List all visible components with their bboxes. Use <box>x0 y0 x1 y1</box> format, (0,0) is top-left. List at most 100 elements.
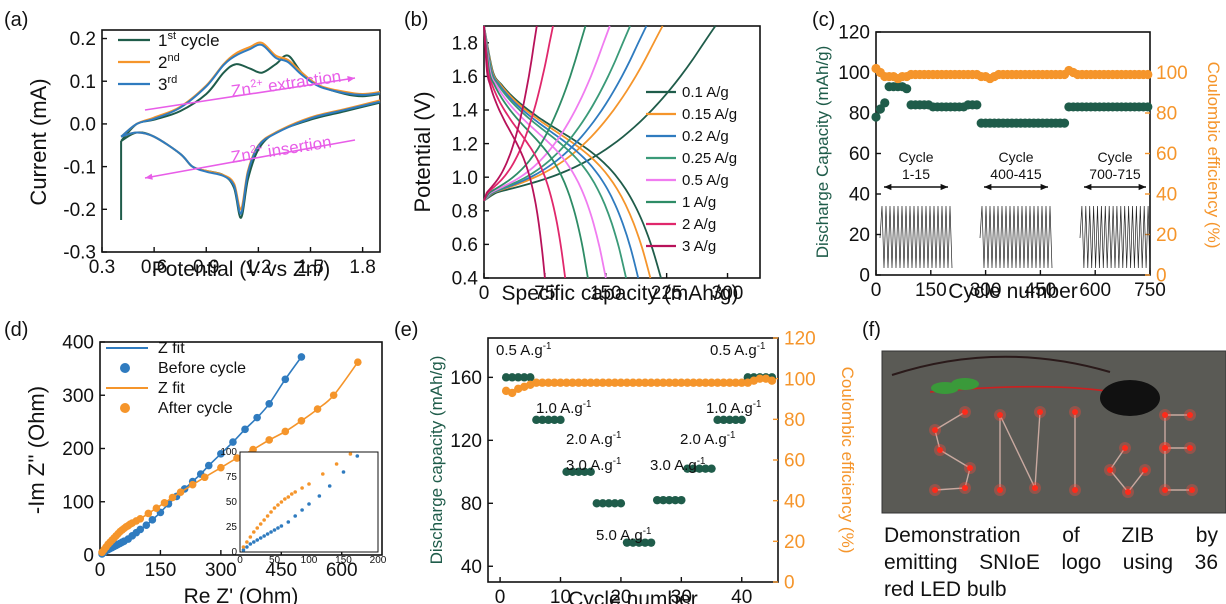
inset-point-d-2 <box>321 472 325 476</box>
panel-c-xtick-label: 150 <box>915 280 947 301</box>
eis-point-d-1 <box>148 516 157 524</box>
wire-1 <box>891 355 1111 376</box>
panel-e-right-ytick-label: 0 <box>784 573 795 594</box>
panel-a-ytick-label: -0.2 <box>63 200 96 221</box>
panel-label-b: (b) <box>404 9 428 31</box>
axis-label-y-c: Discharge Capacity (mAh/g) <box>813 46 832 259</box>
panel-e-right-ytick-label: 120 <box>784 329 816 350</box>
panel-a-ytick-label: 0.1 <box>70 72 96 93</box>
led-bulb <box>967 465 973 471</box>
panel-b-xtick-label: 150 <box>590 283 622 304</box>
rate-capacity-point-e <box>616 499 626 508</box>
inset-point-d-2 <box>286 495 291 499</box>
panel-c-right-ytick-label: 60 <box>1156 144 1177 165</box>
eis-point-d-1 <box>297 353 306 361</box>
rate-capacity-point-e <box>610 499 620 508</box>
panel-e-xtick-label: 20 <box>610 587 631 604</box>
eis-point-d-2 <box>144 509 153 518</box>
rate-capacity-point-e <box>640 538 650 547</box>
panel-d-xtick-label: 150 <box>145 560 177 581</box>
led-bulb <box>1122 445 1128 451</box>
rate-ce-point-e <box>701 378 710 387</box>
rate-capacity-point-e <box>586 467 595 477</box>
panel-a-xtick-label: 1.5 <box>297 257 323 278</box>
led-bulb <box>1072 409 1078 415</box>
led-bulb <box>1032 485 1038 491</box>
panel-d-xtick-label: 300 <box>205 560 237 581</box>
led-bulb <box>997 487 1003 493</box>
rate-capacity-point-e <box>652 495 662 505</box>
rate-label-e-5: 5.0 A.g-1 <box>596 526 651 544</box>
rate-label-e-4: 3.0 A.g-1 <box>566 456 621 474</box>
panel-a-xtick-label: 0.6 <box>141 257 167 278</box>
discharge-curve-4 <box>483 25 627 279</box>
led-bulb <box>1187 445 1193 451</box>
discharge-curve-2 <box>483 25 652 279</box>
axis-label-x-d: Re Z' (Ohm) <box>184 585 299 604</box>
rate-capacity-point-e <box>646 538 656 547</box>
panel-c-xtick-label: 600 <box>1079 280 1111 301</box>
eis-point-d-1 <box>253 413 261 422</box>
inset-point-d-2 <box>348 452 353 456</box>
rate-ce-point-e <box>737 378 746 387</box>
rate-capacity-point-e <box>701 464 710 473</box>
inset-point-d-1 <box>317 494 322 498</box>
discharge-curve-1 <box>483 25 662 279</box>
led-bulb <box>1162 487 1168 493</box>
inset-gcd-trace-c-1 <box>879 205 953 269</box>
inset-point-d-2 <box>248 535 253 539</box>
rate-ce-point-e <box>598 378 607 387</box>
eis-point-d-2 <box>329 391 338 400</box>
capacity-point-c <box>880 98 890 108</box>
rate-ce-point-e <box>574 378 583 387</box>
panel-b-xtick-label: 300 <box>712 283 744 304</box>
rate-capacity-point-e <box>507 373 517 382</box>
eis-point-d-2 <box>160 499 169 507</box>
rate-capacity-point-e <box>550 415 559 425</box>
rate-capacity-point-e <box>514 373 523 382</box>
panel-e-ytick-label: 120 <box>450 431 482 452</box>
led-bulb <box>1187 412 1193 418</box>
panel-c-xtick-label: 750 <box>1134 280 1166 301</box>
battery-holder <box>1100 380 1160 416</box>
panel-f: (f) <box>862 319 1226 514</box>
caption-line-2: emitting SNIoE logo using 36 <box>884 551 1218 574</box>
rate-capacity-point-e <box>689 464 698 473</box>
inset-point-d-2 <box>276 503 280 507</box>
panel-b-ytick-label: 0.4 <box>452 269 479 290</box>
charge-curve-2 <box>483 25 664 202</box>
inset-xtick-label-d: 200 <box>370 555 387 566</box>
rate-capacity-point-e <box>622 538 632 547</box>
panel-b-ytick-label: 1.8 <box>452 33 478 54</box>
panel-c-right-ytick-label: 80 <box>1156 104 1177 125</box>
eis-point-d-2 <box>200 473 209 482</box>
inset-ytick-label-d: 0 <box>231 547 237 558</box>
led-wire-1 <box>934 411 971 491</box>
axis-label-x-a: Potential (V vs Zn/) <box>152 258 331 281</box>
rate-ce-point-e <box>586 378 595 387</box>
panel-a-xtick-label: 1.8 <box>349 257 375 278</box>
rate-capacity-point-e <box>737 415 746 425</box>
eis-point-d-2 <box>297 417 306 425</box>
inset-point-d-1 <box>355 454 360 458</box>
rate-ce-point-e <box>689 378 698 387</box>
panel-b-ytick-label: 1.0 <box>452 168 478 189</box>
insertion-arrow <box>144 139 356 179</box>
eis-point-d-1 <box>241 425 249 434</box>
led-bulb <box>1072 487 1078 493</box>
inset-point-d-1 <box>293 514 298 518</box>
panel-d-xtick-label: 600 <box>326 560 358 581</box>
annotation-extraction: Zn2+ extraction <box>230 66 343 101</box>
led-wire-2 <box>999 411 1041 491</box>
inset-point-d-1 <box>258 536 263 540</box>
inset-point-d-2 <box>307 482 311 486</box>
inset-title-c-3: Cycle <box>1097 149 1132 165</box>
panel-e-right-ytick-label: 100 <box>784 369 816 390</box>
inset-point-d-1 <box>269 530 273 534</box>
panel-b: (b) 0 75 150 225 300 0.4 0.6 0.8 1.0 1.2 1.4 1.6 1.8 0… <box>404 9 761 305</box>
eis-point-d-2 <box>265 436 274 444</box>
cv-curve-3-anodic <box>120 43 381 138</box>
clip-2 <box>951 378 979 390</box>
rate-capacity-point-e <box>634 538 644 547</box>
rate-capacity-point-e <box>532 415 541 425</box>
